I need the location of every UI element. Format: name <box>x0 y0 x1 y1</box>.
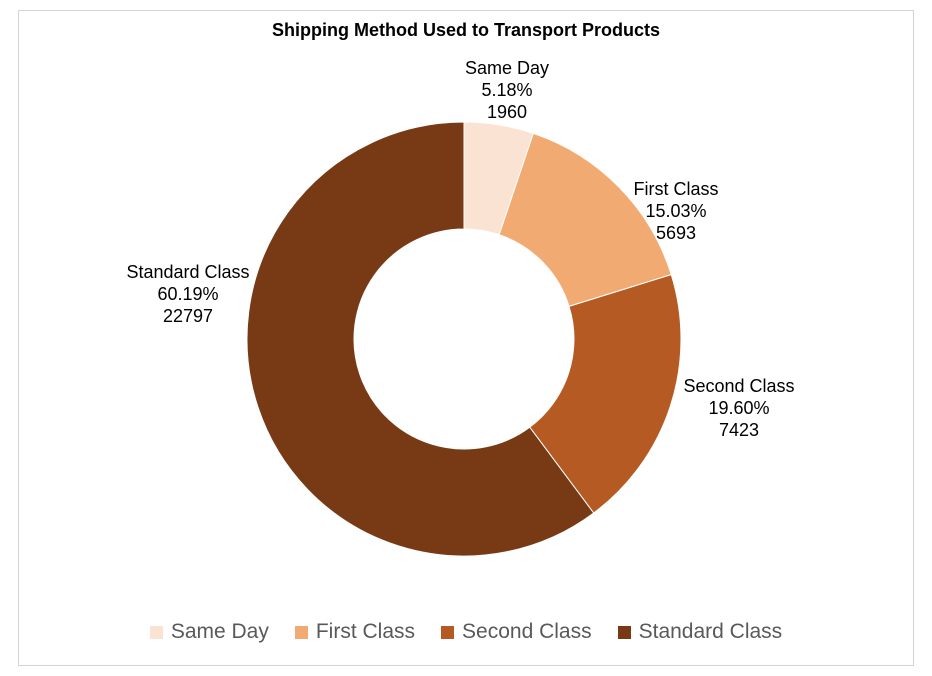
data-label-percent: 15.03% <box>645 201 707 221</box>
legend: Same Day First Class Second Class Standa… <box>0 620 932 644</box>
data-label-name: Standard Class <box>126 262 250 282</box>
legend-swatch <box>294 625 308 639</box>
legend-label: Second Class <box>462 620 592 643</box>
donut-slice-standard-class <box>246 121 595 557</box>
legend-item-standard-class: Standard Class <box>617 620 783 644</box>
chart-title: Shipping Method Used to Transport Produc… <box>271 20 660 40</box>
data-label-same-day: Same Day 5.18% 1960 <box>465 57 549 123</box>
donut-slice-first-class <box>498 132 672 307</box>
data-label-standard-class: Standard Class 60.19% 22797 <box>126 261 249 327</box>
data-label-percent: 60.19% <box>157 284 219 304</box>
legend-item-first-class: First Class <box>294 620 416 644</box>
legend-swatch <box>149 625 163 639</box>
data-label-value: 22797 <box>162 306 214 326</box>
data-label-second-class: Second Class 19.60% 7423 <box>683 375 794 441</box>
data-label-name: Same Day <box>464 58 550 78</box>
legend-label: First Class <box>315 620 416 643</box>
chart-area <box>18 10 914 666</box>
legend-item-same-day: Same Day <box>149 620 269 644</box>
donut-slice-second-class <box>529 274 682 514</box>
legend-label: Same Day <box>170 620 269 643</box>
data-label-value: 5693 <box>655 223 697 243</box>
data-label-value: 7423 <box>718 420 760 440</box>
data-label-percent: 19.60% <box>708 398 770 418</box>
legend-swatch <box>617 625 631 639</box>
data-label-name: Second Class <box>683 376 795 396</box>
data-label-percent: 5.18% <box>481 80 533 100</box>
legend-label: Standard Class <box>638 620 783 643</box>
legend-swatch <box>441 625 455 639</box>
data-label-name: First Class <box>633 179 719 199</box>
legend-item-second-class: Second Class <box>441 620 592 644</box>
data-label-first-class: First Class 15.03% 5693 <box>634 178 719 244</box>
data-label-value: 1960 <box>486 102 528 122</box>
